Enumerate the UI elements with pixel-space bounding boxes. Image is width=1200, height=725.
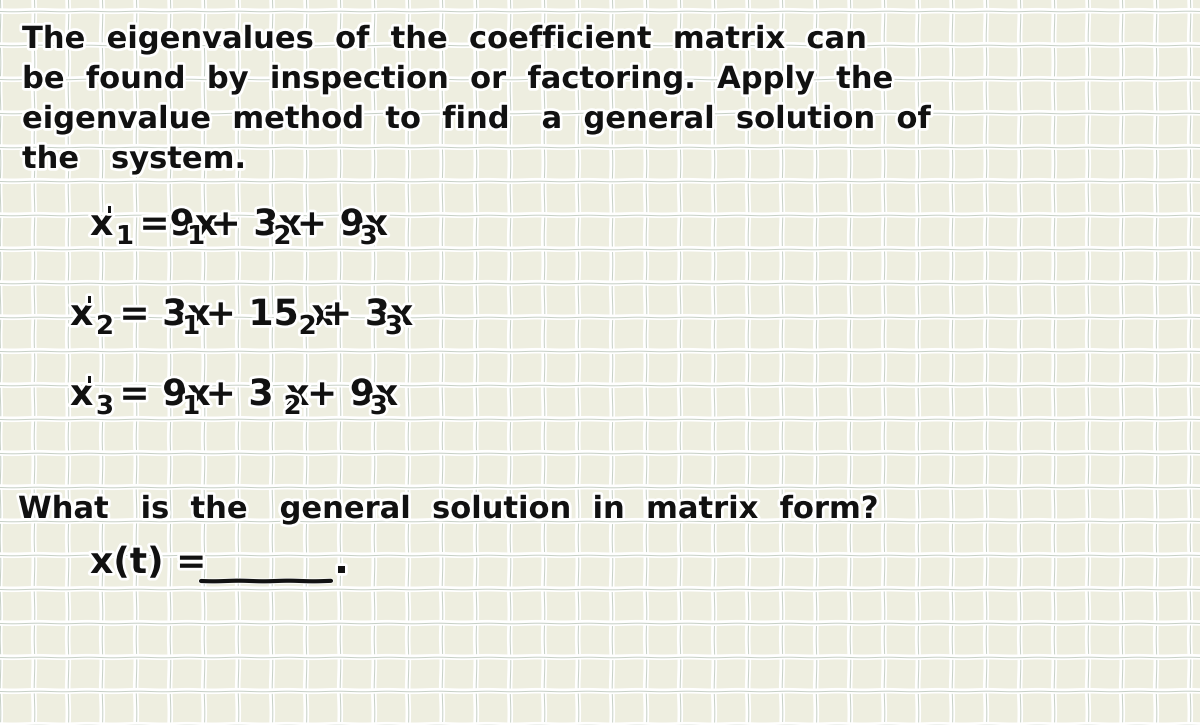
Text: 3: 3 [385, 314, 403, 340]
Text: + 3x: + 3x [310, 298, 414, 332]
Text: The  eigenvalues  of  the  coefficient  matrix  can: The eigenvalues of the coefficient matri… [22, 25, 864, 54]
Text: What   is  the   general  solution  in  matrix  form?: What is the general solution in matrix f… [18, 495, 876, 524]
Text: + 9x: + 9x [284, 208, 389, 242]
Text: = 9x: = 9x [107, 378, 211, 412]
Text: x: x [70, 378, 94, 412]
Text: 2: 2 [299, 314, 317, 340]
Text: ': ' [85, 375, 94, 401]
Text: 2: 2 [283, 394, 301, 420]
Text: x: x [90, 208, 113, 242]
Text: x(t) =: x(t) = [90, 546, 206, 580]
Text: 1: 1 [182, 314, 200, 340]
Text: + 9x: + 9x [294, 378, 398, 412]
Text: 1: 1 [182, 394, 200, 420]
Text: ': ' [85, 295, 94, 321]
Text: + 15 x: + 15 x [193, 298, 335, 332]
Text: 3: 3 [370, 394, 388, 420]
Text: 2: 2 [96, 314, 114, 340]
Text: x: x [70, 298, 94, 332]
Text: .: . [335, 546, 348, 580]
Text: the   system.: the system. [22, 145, 246, 174]
Text: + 3 x: + 3 x [193, 378, 310, 412]
Text: 1: 1 [187, 224, 205, 250]
Text: + 3x: + 3x [198, 208, 302, 242]
Text: =9x: =9x [127, 208, 218, 242]
Text: 2: 2 [274, 224, 292, 250]
Text: eigenvalue  method  to  find   a  general  solution  of: eigenvalue method to find a general solu… [22, 105, 928, 134]
Text: 3: 3 [360, 224, 378, 250]
Text: be  found  by  inspection  or  factoring.  Apply  the: be found by inspection or factoring. App… [22, 65, 890, 94]
Text: 1: 1 [116, 224, 134, 250]
Text: = 3x: = 3x [107, 298, 211, 332]
Text: 3: 3 [96, 394, 114, 420]
Text: ': ' [106, 205, 113, 231]
